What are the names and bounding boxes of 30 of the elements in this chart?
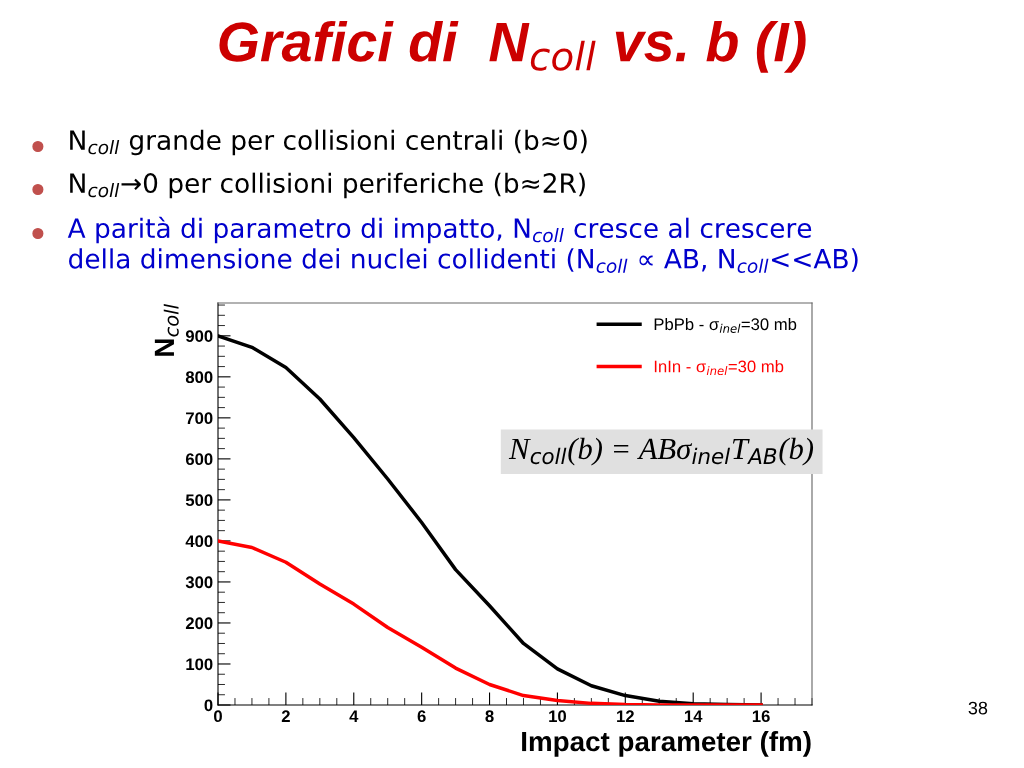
text: N$_{coll}$ grande per collisioni centrali (b≈0) [70, 129, 587, 156]
y-tick-label: 100 [186, 658, 213, 671]
legend-label: PbPb - σ$_{inel}$=30 mb [654, 317, 797, 333]
y-tick-label: 800 [185, 371, 213, 384]
annotation: N$_{coll}$(b) = ABσ$_{inel}$T$_{AB}$(b) [508, 437, 814, 466]
x-tick-label: 16 [752, 710, 770, 723]
y-tick-label: 700 [186, 412, 213, 425]
x-tick-label: 12 [617, 710, 634, 722]
y-tick-label: 400 [185, 535, 213, 548]
y-tick-label: 900 [185, 330, 213, 343]
x-tick-label: 0 [214, 710, 222, 723]
legend-label: InIn - σ$_{inel}$=30 mb [654, 360, 784, 376]
x-tick-label: 14 [684, 710, 703, 722]
x-tick-label: 10 [549, 710, 567, 723]
line-series [218, 539, 763, 705]
text: 38 [968, 701, 988, 715]
x-tick-label: 6 [417, 710, 426, 723]
y-tick-label: 500 [185, 494, 213, 507]
y-tick-label: 200 [185, 617, 213, 630]
x-axis-title: Impact parameter (fm) [522, 730, 811, 757]
y-tick-label: 0 [204, 699, 213, 712]
x-tick-label: 2 [281, 710, 290, 722]
chart-title: Grafici di N$_{coll}$ vs. b (I) [219, 20, 806, 73]
text: N$_{coll}$→0 per collisioni periferiche (b≈2R) [70, 172, 585, 199]
y-axis-title: N$_{coll}$ [154, 304, 179, 356]
x-tick-label: 4 [349, 710, 359, 722]
y-tick-label: 600 [185, 453, 213, 466]
y-tick-label: 300 [185, 576, 213, 589]
text: A parità di parametro di impatto, N$_{coll}$ cresce al crescere della dimensione dei nuclei collidenti (N$_{coll}$ ∝ AB, N$_{coll}$<<AB) [67, 216, 858, 273]
x-tick-label: 8 [485, 710, 494, 723]
